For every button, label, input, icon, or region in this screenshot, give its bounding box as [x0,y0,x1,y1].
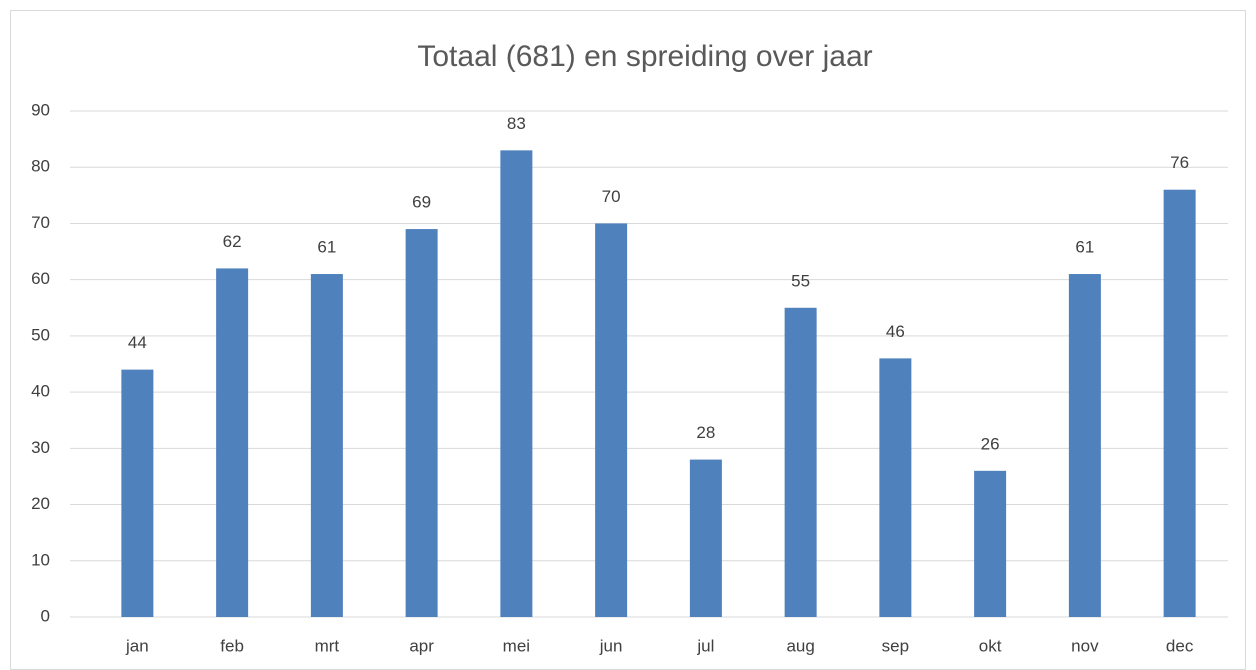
data-label: 28 [696,423,715,442]
chart-title: Totaal (681) en spreiding over jaar [417,40,872,73]
x-tick-label: aug [786,636,814,655]
y-tick-label: 90 [31,100,50,119]
x-tick-label: dec [1166,636,1194,655]
bar [405,229,438,618]
data-label: 69 [412,193,431,212]
x-tick-label: jan [125,636,149,655]
y-tick-label: 10 [31,550,50,569]
data-label: 46 [886,322,905,341]
y-tick-label: 30 [31,438,50,457]
bar [974,470,1007,617]
data-label: 62 [223,232,242,251]
x-tick-label: okt [979,636,1002,655]
bar [1163,189,1196,617]
y-tick-label: 40 [31,382,50,401]
y-tick-label: 80 [31,157,50,176]
bar [595,223,628,617]
bar [784,307,817,617]
y-tick-label: 50 [31,325,50,344]
bar [216,268,249,617]
x-tick-label: feb [220,636,244,655]
x-tick-label: nov [1071,636,1099,655]
data-label: 83 [507,114,526,133]
y-tick-label: 60 [31,269,50,288]
chart-border [10,10,1246,670]
x-tick-label: sep [882,636,909,655]
x-tick-label: mrt [315,636,340,655]
bar [121,369,154,617]
x-tick-label: jul [696,636,714,655]
y-tick-label: 70 [31,213,50,232]
bar [879,358,912,617]
x-tick-label: apr [409,636,434,655]
bar [689,459,722,617]
data-label: 44 [128,333,147,352]
data-label: 26 [981,434,1000,453]
bar [500,150,533,617]
data-label: 55 [791,271,810,290]
data-label: 70 [602,187,621,206]
bar [1068,274,1101,617]
data-label: 61 [1075,238,1094,257]
x-tick-label: mei [503,636,530,655]
y-tick-label: 0 [41,606,50,625]
data-label: 76 [1170,153,1189,172]
y-tick-label: 20 [31,494,50,513]
bar [310,274,343,617]
x-tick-label: jun [599,636,623,655]
data-label: 61 [317,238,336,257]
